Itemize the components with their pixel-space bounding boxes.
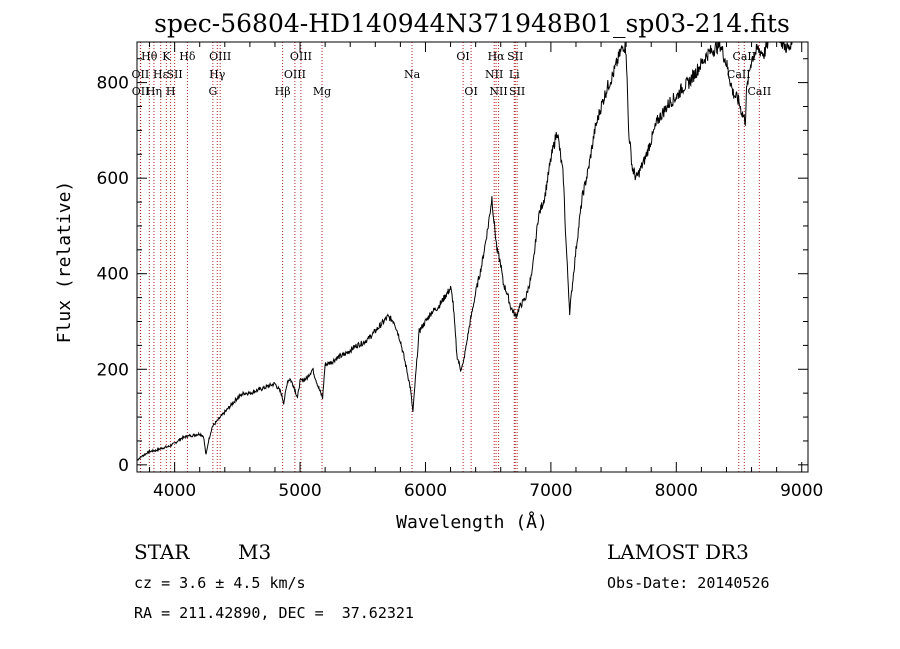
plot-axes: [136, 41, 809, 473]
x-tick-label: 8000: [655, 481, 698, 501]
y-tick-label: 400: [97, 265, 129, 285]
spectral-line-label: Hη: [146, 85, 162, 98]
x-tick-label: 9000: [780, 481, 823, 501]
spectral-line-label: NII: [489, 85, 507, 98]
spectrum-line: [136, 41, 802, 461]
spectral-line-label: OIII: [284, 68, 306, 81]
y-tick-label: 600: [97, 169, 129, 189]
chart-title: spec-56804-HD140944N371948B01_sp03-214.f…: [154, 9, 790, 38]
plot-frame: [136, 41, 809, 473]
redshift-info: cz = 3.6 ± 4.5 km/s: [134, 574, 306, 592]
spectral-line-label: OIII: [209, 50, 231, 63]
spectral-line-label: Mg: [313, 85, 331, 98]
y-axis-label: Flux (relative): [54, 181, 75, 344]
y-tick-label: 800: [97, 74, 129, 94]
spectral-line-label: Hγ: [209, 68, 226, 81]
spectral-line-label: Na: [404, 68, 421, 81]
spectral-line-label: G: [208, 85, 217, 98]
spectral-line-label: Hδ: [179, 50, 196, 63]
spectral-line-label: Hα: [488, 50, 506, 63]
spectral-line-label: H: [166, 85, 176, 98]
spectral-line-label: CaII: [748, 85, 772, 98]
x-tick-label: 4000: [153, 481, 196, 501]
spectral-line-label: OII: [132, 85, 150, 98]
spectral-line-label: Hθ: [141, 50, 158, 63]
x-axis-label: Wavelength (Å): [396, 511, 548, 533]
spectral-line-label: CaII: [727, 68, 751, 81]
spectral-line-label: CaII: [732, 50, 756, 63]
axis-ticks: 4000 5000 6000 7000 8000 9000 0 200 400 600 800: [97, 42, 823, 501]
spectral-line-label: OII: [132, 68, 150, 81]
spectral-line-label: OIII: [290, 50, 312, 63]
x-tick-label: 6000: [404, 481, 447, 501]
observation-date: Obs-Date: 20140526: [607, 574, 770, 592]
spectral-line-label: NII: [485, 68, 503, 81]
spectral-line-label: Hβ: [275, 85, 291, 98]
spectral-line-label: K: [162, 50, 171, 63]
x-tick-label: 5000: [278, 481, 321, 501]
spectral-line-label: SII: [507, 50, 523, 63]
coordinates: RA = 211.42890, DEC = 37.62321: [134, 604, 414, 622]
spectral-line-label: SII: [509, 85, 525, 98]
y-tick-label: 0: [118, 456, 129, 476]
survey-name: LAMOST DR3: [607, 540, 749, 564]
x-tick-label: 7000: [529, 481, 572, 501]
object-class: STAR: [134, 540, 190, 564]
spectral-line-label: Li: [509, 68, 520, 81]
object-subclass: M3: [238, 540, 272, 564]
spectral-line-label: SII: [167, 68, 183, 81]
spectral-line-label: OI: [456, 50, 469, 63]
y-tick-label: 200: [97, 360, 129, 380]
spectral-line-label: Hε: [153, 68, 169, 81]
spectral-line-label: OI: [464, 85, 477, 98]
